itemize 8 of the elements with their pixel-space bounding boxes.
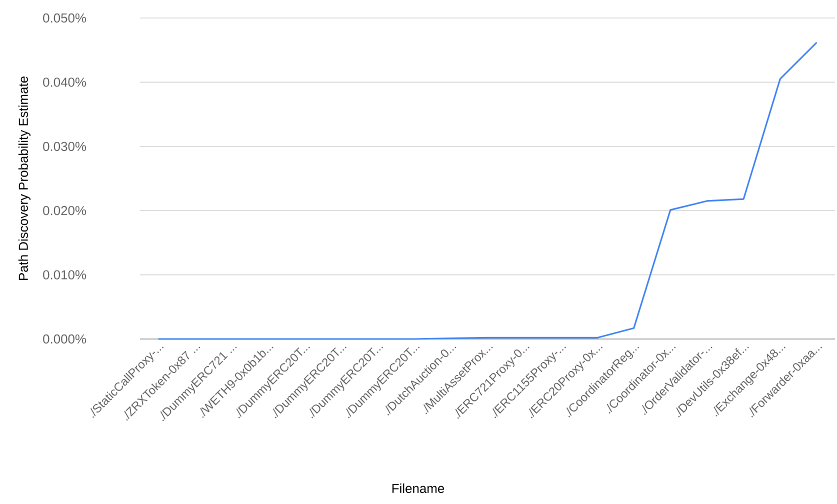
y-tick-label: 0.050%: [43, 13, 86, 23]
x-axis-title: Filename: [392, 484, 444, 494]
y-tick-label: 0.040%: [43, 78, 86, 87]
y-tick-label: 0.020%: [43, 206, 86, 216]
y-tick-label: 0.000%: [43, 334, 86, 344]
y-tick-label: 0.030%: [43, 142, 86, 151]
y-tick-label: 0.010%: [43, 270, 86, 280]
y-axis-title: Path Discovery Probability Estimate: [18, 76, 30, 280]
